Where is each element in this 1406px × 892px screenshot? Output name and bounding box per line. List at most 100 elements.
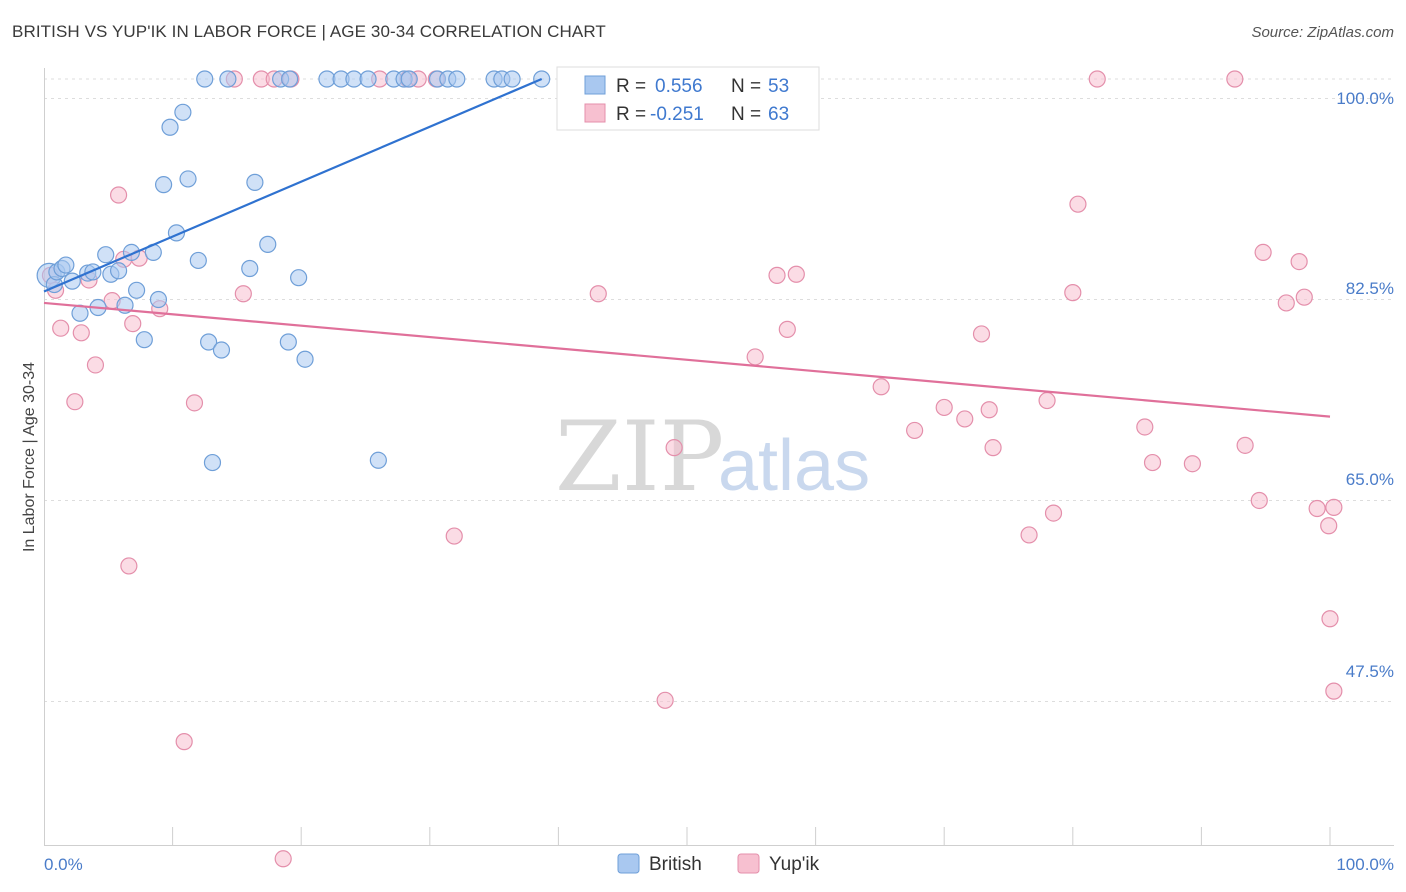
- axes: [44, 68, 1394, 846]
- british-point-15: [127, 281, 146, 299]
- legend-n-label-british: N =: [731, 76, 761, 97]
- yupik-point-35: [787, 265, 805, 283]
- stats-legend: R = 0.556 N = 53 R = -0.251 N = 63: [556, 66, 820, 131]
- source-label: Source: ZipAtlas.com: [1251, 24, 1394, 41]
- yupik-point-20: [274, 850, 292, 868]
- yupik-point-6: [86, 356, 105, 374]
- british-point-24: [189, 251, 207, 270]
- yupik-point-49: [1136, 418, 1154, 436]
- trend-lines: [43, 77, 1331, 418]
- british-point-34: [281, 70, 299, 88]
- yupik-point-51: [1183, 455, 1201, 473]
- yupik-point-54: [1250, 491, 1268, 510]
- yupik-point-63: [1325, 682, 1343, 700]
- yupik-point-58: [1295, 288, 1313, 306]
- british-point-42: [369, 451, 387, 469]
- yupik-point-55: [1254, 243, 1272, 262]
- british-point-51: [503, 70, 521, 88]
- yupik-point-56: [1277, 294, 1295, 312]
- yupik-point-46: [1064, 284, 1082, 302]
- yupik-point-62: [1321, 610, 1339, 628]
- british-point-32: [259, 235, 277, 253]
- yupik-point-29: [656, 691, 674, 709]
- british-point-27: [203, 453, 222, 472]
- british-point-23: [179, 170, 197, 188]
- y-tick-label-82-5: 82.5%: [1346, 279, 1394, 298]
- yupik-point-53: [1236, 436, 1254, 454]
- yupik-point-34: [778, 320, 796, 338]
- yupik-point-8: [109, 186, 128, 204]
- british-points: [36, 70, 551, 472]
- british-trend-line: [43, 77, 543, 293]
- british-point-20: [161, 118, 179, 136]
- y-tick-label-100: 100.0%: [1336, 89, 1394, 108]
- british-point-36: [290, 269, 308, 287]
- british-point-26: [200, 333, 218, 351]
- yupik-point-37: [906, 421, 924, 440]
- british-point-4: [57, 256, 75, 274]
- yupik-point-26: [445, 527, 463, 545]
- british-point-30: [241, 259, 259, 278]
- british-point-29: [219, 70, 237, 88]
- british-point-28: [212, 341, 231, 359]
- legend-n-label-yupik: N =: [731, 104, 761, 125]
- yupik-point-42: [984, 439, 1002, 457]
- british-point-48: [448, 70, 466, 88]
- legend-n-value-yupik: 63: [768, 104, 789, 125]
- british-point-25: [196, 70, 214, 88]
- series-legend-label-yupik: Yup'ik: [769, 854, 820, 875]
- yupik-point-30: [665, 439, 683, 457]
- watermark-zip: ZIP: [555, 401, 724, 513]
- x-tick-label-min: 0.0%: [44, 855, 83, 874]
- british-point-31: [246, 173, 264, 191]
- british-point-37: [296, 350, 314, 368]
- british-point-22: [174, 103, 192, 121]
- yupik-point-38: [935, 398, 953, 417]
- yupik-point-57: [1290, 252, 1308, 271]
- legend-swatch-yupik: [584, 103, 606, 123]
- yupik-point-44: [1038, 391, 1056, 410]
- yupik-point-59: [1308, 499, 1326, 518]
- y-tick-label-65: 65.0%: [1346, 470, 1394, 489]
- british-point-16: [135, 331, 153, 349]
- series-legend-swatch-british: [617, 853, 640, 874]
- series-legend-swatch-yupik: [737, 853, 760, 874]
- yupik-point-41: [980, 401, 998, 419]
- british-point-18: [149, 290, 168, 309]
- yupik-point-32: [746, 348, 764, 366]
- x-tick-label-max: 100.0%: [1336, 855, 1394, 874]
- british-point-10: [97, 246, 115, 264]
- yupik-point-28: [589, 285, 607, 303]
- yupik-point-14: [175, 733, 193, 751]
- chart-title: BRITISH VS YUP'IK IN LABOR FORCE | AGE 3…: [12, 22, 606, 41]
- legend-r-label-yupik: R =: [616, 104, 646, 125]
- x-tick-marks: [172, 827, 1331, 846]
- yupik-point-61: [1325, 498, 1343, 516]
- british-point-45: [400, 70, 418, 88]
- british-point-41: [359, 70, 377, 88]
- yupik-point-2: [52, 319, 70, 337]
- yupik-point-36: [872, 378, 890, 396]
- yupik-point-47: [1069, 195, 1087, 213]
- yupik-point-4: [72, 324, 90, 342]
- series-legend: British Yup'ik: [617, 853, 820, 875]
- british-point-19: [154, 176, 173, 194]
- yupik-point-60: [1320, 517, 1338, 535]
- legend-r-value-british: 0.556: [655, 76, 703, 97]
- yupik-point-48: [1088, 70, 1106, 88]
- tick-labels: 0.0% 100.0% 47.5% 65.0% 82.5% 100.0%: [44, 89, 1394, 874]
- watermark: ZIP atlas: [555, 401, 870, 513]
- yupik-point-15: [185, 394, 204, 412]
- yupik-point-17: [234, 285, 252, 303]
- yupik-point-11: [124, 315, 142, 333]
- y-tick-label-47-5: 47.5%: [1346, 662, 1394, 681]
- y-axis-label: In Labor Force | Age 30-34: [21, 362, 38, 552]
- yupik-point-40: [972, 325, 991, 343]
- yupik-point-45: [1044, 504, 1063, 522]
- series-legend-label-british: British: [649, 854, 702, 875]
- watermark-atlas: atlas: [718, 426, 870, 506]
- yupik-point-39: [956, 410, 974, 428]
- british-point-35: [279, 333, 297, 351]
- yupik-point-33: [768, 266, 786, 284]
- yupik-point-52: [1226, 70, 1244, 88]
